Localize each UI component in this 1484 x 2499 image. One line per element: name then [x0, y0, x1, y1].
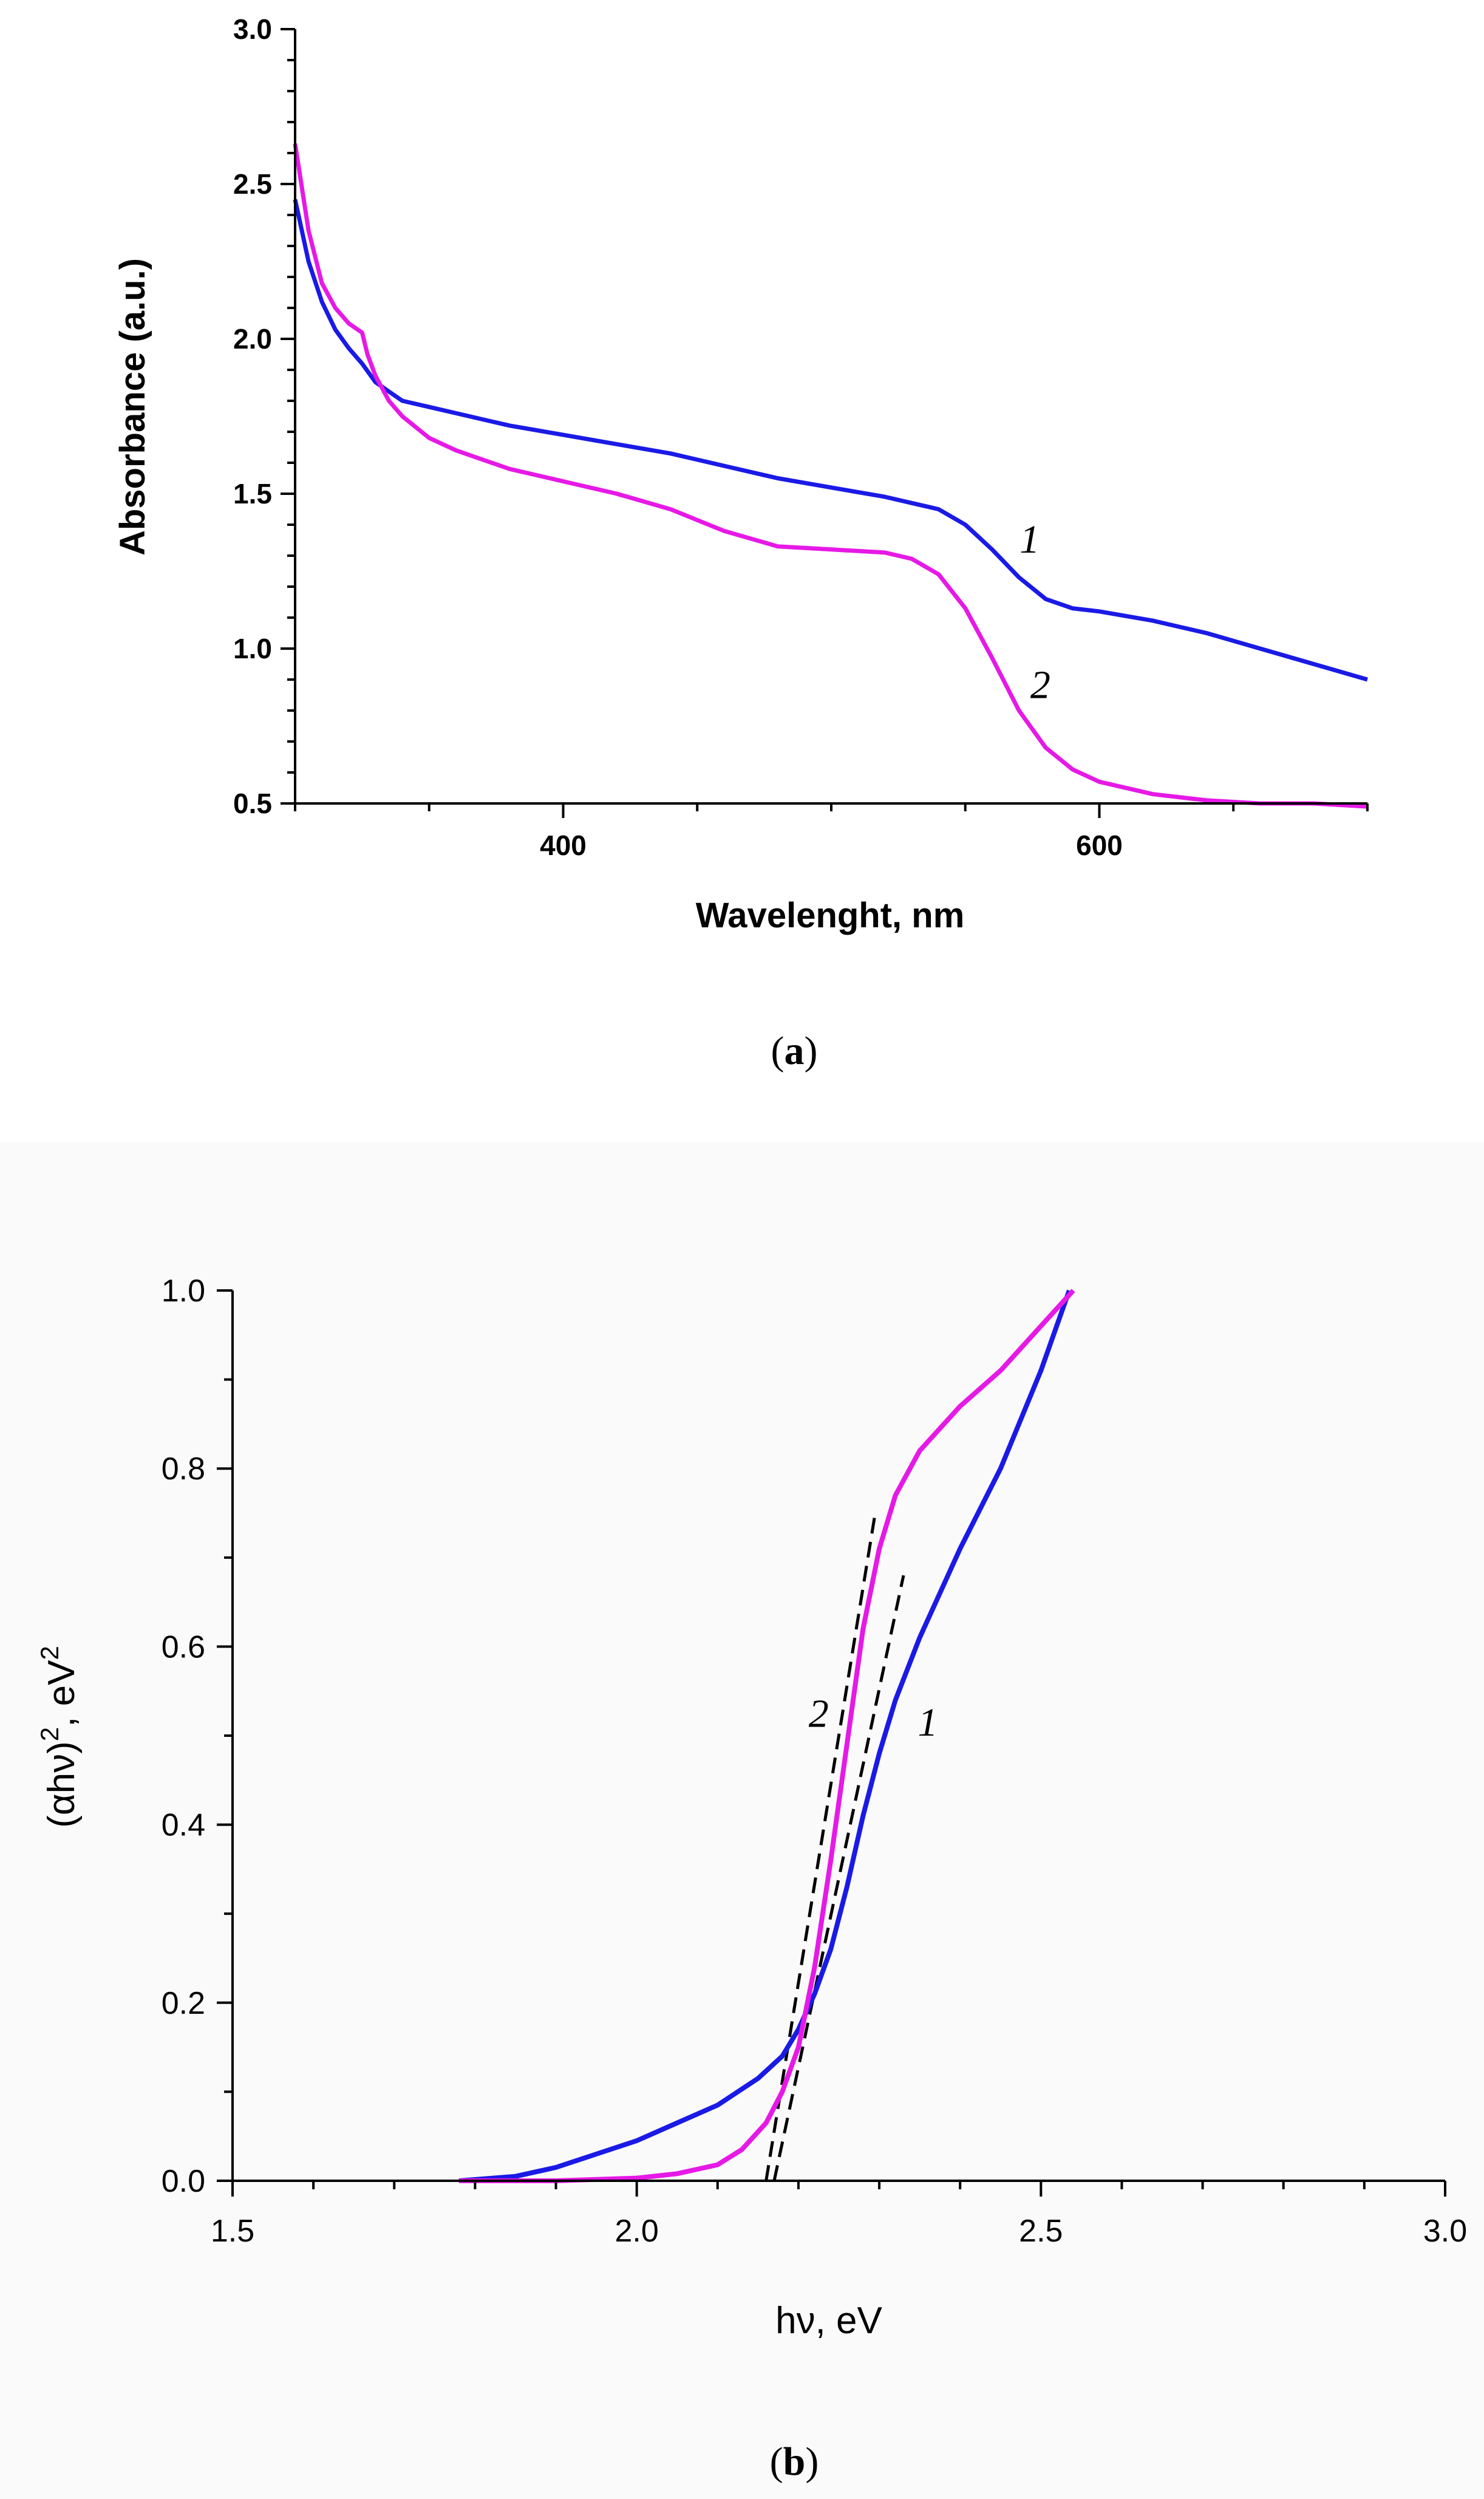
panel-a-chart: 0.5 1.0 1.5 2.0 2.5 3.0 400 600 1 2 Wavelenght, … — [113, 13, 1369, 1073]
panel-b-y-tick-label: 0.8 — [162, 1451, 205, 1487]
panel-a-x-axis-title: Wavelenght, nm — [696, 896, 965, 935]
panel-b-y-tick-label: 0.6 — [162, 1629, 205, 1665]
panel-b-curve-label-2: 2 — [809, 1691, 829, 1736]
panel-b-tangent-line-1 — [772, 1575, 905, 2181]
panel-a-y-tick-label: 0.5 — [233, 788, 272, 819]
panel-b-y-tick-label: 1.0 — [162, 1273, 205, 1309]
panel-a-curve-label-1: 1 — [1019, 517, 1040, 562]
panel-b-y-tick-label: 0.2 — [162, 1986, 205, 2021]
panel-a-y-tick-label: 2.0 — [233, 323, 272, 355]
panel-a-y-tick-label: 3.0 — [233, 13, 272, 45]
panel-a-y-axis-title: Absorbance (a.u.) — [113, 258, 152, 556]
panel-b-x-tick-label: 2.5 — [1019, 2214, 1063, 2249]
panel-a-curve-label-2: 2 — [1030, 663, 1050, 707]
panel-b-background — [0, 1142, 1484, 2499]
panel-a-x-tick-label: 400 — [540, 830, 587, 861]
panel-b-x-tick-label: 3.0 — [1423, 2214, 1467, 2249]
panel-b-y-axis-title: (αhν)2, eV2 — [35, 1646, 83, 1828]
panel-b-y-tick-label: 0.0 — [162, 2164, 205, 2199]
panel-b-tangent-line-2 — [764, 1513, 877, 2181]
panel-b-y-tick-label: 0.4 — [162, 1808, 205, 1843]
panel-b-curve-label-1: 1 — [917, 1700, 938, 1745]
panel-a-y-tick-label: 2.5 — [233, 168, 272, 200]
panel-b-x-tick-label: 2.0 — [615, 2214, 659, 2249]
panel-a-caption: (a) — [771, 1029, 818, 1073]
panel-a-y-tick-label: 1.0 — [233, 633, 272, 664]
panel-b-x-tick-label: 1.5 — [211, 2214, 254, 2249]
panel-a-series-1-line — [293, 199, 1368, 682]
panel-b-caption: (b) — [770, 2439, 819, 2484]
panel-b-series-1-line — [458, 1289, 1072, 2183]
panel-a-x-tick-label: 600 — [1076, 830, 1123, 861]
panel-b-x-axis-title: hν, eV — [775, 2300, 882, 2342]
panel-b-series-2-line — [458, 1289, 1075, 2183]
panel-a-series-2-line — [293, 143, 1368, 809]
panel-b-chart: 0.0 0.2 0.4 0.6 0.8 1.0 1.5 2.0 2.5 3.0 1 2 hν, eV… — [35, 1273, 1467, 2484]
panel-a-y-tick-label: 1.5 — [233, 478, 272, 510]
